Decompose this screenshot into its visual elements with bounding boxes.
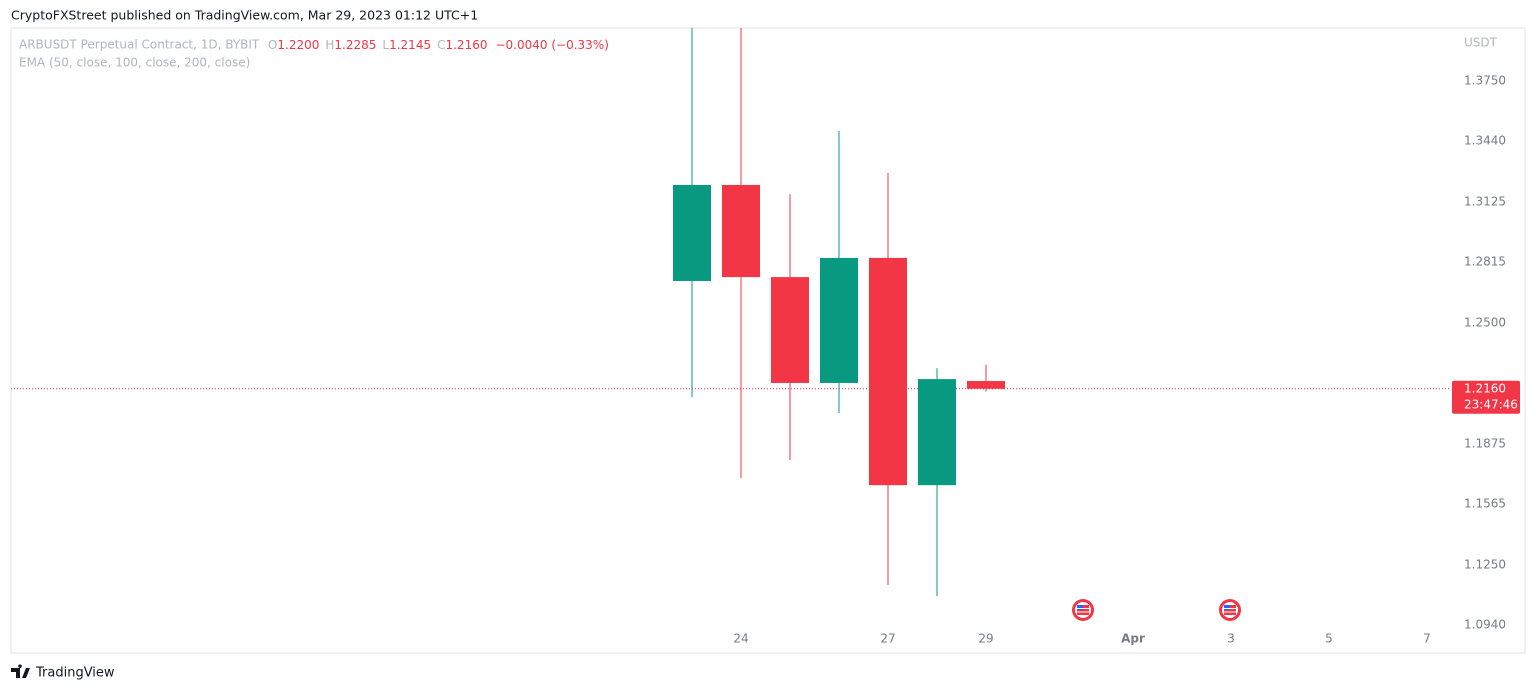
- x-tick-label: 29: [978, 632, 993, 646]
- legend-value: 1.2285: [334, 38, 376, 52]
- candle-body: [722, 184, 760, 278]
- countdown: 23:47:46: [1464, 397, 1518, 411]
- y-tick-label: 1.3125: [1464, 195, 1506, 209]
- header-title: CryptoFXStreet published on TradingView.…: [11, 8, 478, 23]
- legend-key: H: [325, 38, 334, 52]
- ohlc-legend: O1.2200 H1.2285 L1.2145 C1.2160 −0.0040 (−0.…: [268, 38, 609, 52]
- indicator: EMA (50, close, 100, close, 200, close): [19, 56, 250, 70]
- y-tick-label: 1.2815: [1464, 255, 1506, 269]
- y-tick-label: 1.3440: [1464, 134, 1506, 148]
- legend-key: O: [268, 38, 277, 52]
- candle-body: [918, 379, 956, 486]
- y-tick-label: 1.0940: [1464, 617, 1506, 631]
- x-tick-label: 3: [1227, 632, 1235, 646]
- candle-body: [869, 257, 907, 486]
- footer-logo: [11, 664, 30, 678]
- legend-value: 1.2160: [445, 38, 487, 52]
- y-tick-label: 1.1565: [1464, 496, 1506, 510]
- legend-key: C: [437, 38, 445, 52]
- x-tick-label: Apr: [1121, 632, 1145, 646]
- legend-change: −0.0040 (−0.33%): [495, 38, 608, 52]
- legend-value: 1.2145: [389, 38, 431, 52]
- candle-body: [673, 184, 711, 281]
- last-price-box: [1452, 380, 1520, 414]
- candle-body: [820, 257, 858, 383]
- footer-brand: TradingView: [35, 666, 115, 681]
- currency: USDT: [1464, 36, 1498, 50]
- event-icon: [1219, 599, 1241, 621]
- x-tick-label: 27: [880, 632, 895, 646]
- candle-body: [771, 277, 809, 383]
- legend-key: L: [382, 38, 389, 52]
- x-tick-label: 24: [733, 632, 748, 646]
- y-tick-label: 1.3750: [1464, 74, 1506, 88]
- event-icon: [1072, 599, 1094, 621]
- chart-frame: [10, 27, 1526, 654]
- x-tick-label: 7: [1423, 632, 1431, 646]
- candle-body: [967, 381, 1005, 389]
- y-tick-label: 1.1250: [1464, 557, 1506, 571]
- last-price-label: 1.2160: [1464, 381, 1506, 395]
- symbol: ARBUSDT Perpetual Contract, 1D, BYBIT: [19, 38, 260, 52]
- legend-value: 1.2200: [277, 38, 319, 52]
- y-tick-label: 1.1875: [1464, 436, 1506, 450]
- y-tick-label: 1.2500: [1464, 315, 1506, 329]
- x-tick-label: 5: [1325, 632, 1333, 646]
